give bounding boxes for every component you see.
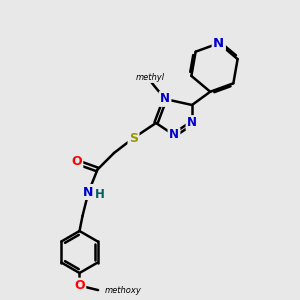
Text: H: H bbox=[95, 188, 105, 202]
Text: N: N bbox=[187, 116, 197, 130]
Text: O: O bbox=[71, 155, 82, 169]
Text: N: N bbox=[83, 185, 94, 199]
Text: O: O bbox=[74, 279, 85, 292]
Text: methoxy: methoxy bbox=[105, 286, 142, 295]
Text: N: N bbox=[169, 128, 179, 142]
Text: N: N bbox=[213, 37, 224, 50]
Text: S: S bbox=[129, 131, 138, 145]
Text: methyl: methyl bbox=[135, 74, 165, 82]
Text: N: N bbox=[160, 92, 170, 106]
